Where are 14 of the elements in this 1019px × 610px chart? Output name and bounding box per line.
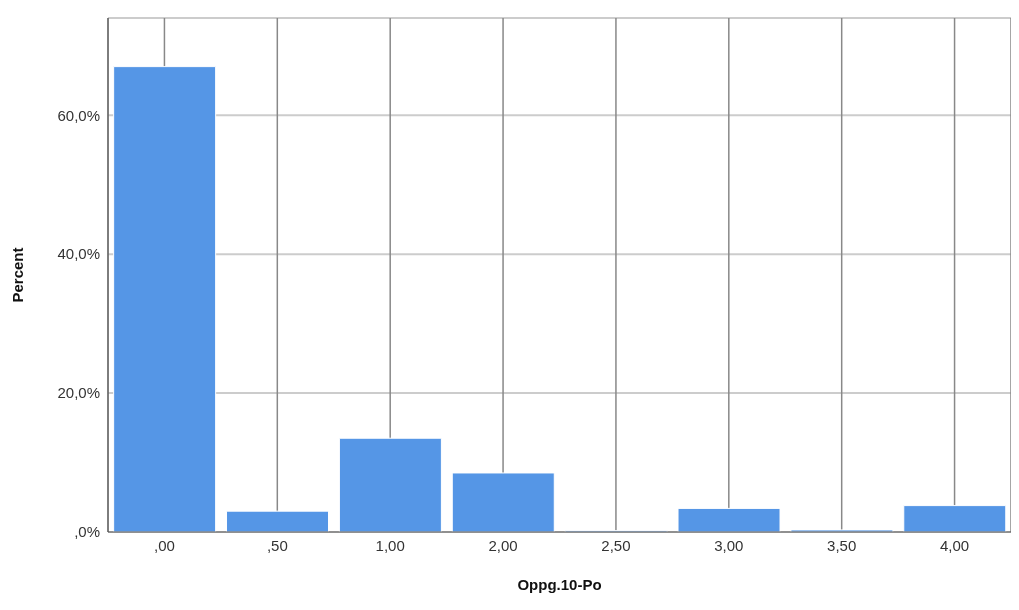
y-tick-label: 60,0%	[57, 106, 100, 124]
x-tick-label: 2,00	[488, 536, 518, 554]
x-tick-label: 2,50	[601, 536, 631, 554]
x-axis-title: Oppg.10-Po	[517, 576, 602, 593]
x-tick-label: 3,00	[714, 536, 744, 554]
x-tick-label: ,50	[266, 536, 288, 554]
x-tick-label: ,00	[154, 536, 175, 554]
x-tick-label: 3,50	[827, 536, 857, 554]
y-tick-label: 40,0%	[57, 245, 100, 263]
y-tick-label: 20,0%	[57, 384, 100, 402]
x-tick-label: 4,00	[939, 536, 970, 554]
y-tick-label: ,0%	[74, 523, 100, 541]
x-tick-label: 1,00	[375, 536, 405, 554]
y-axis-title: Percent	[9, 247, 27, 303]
